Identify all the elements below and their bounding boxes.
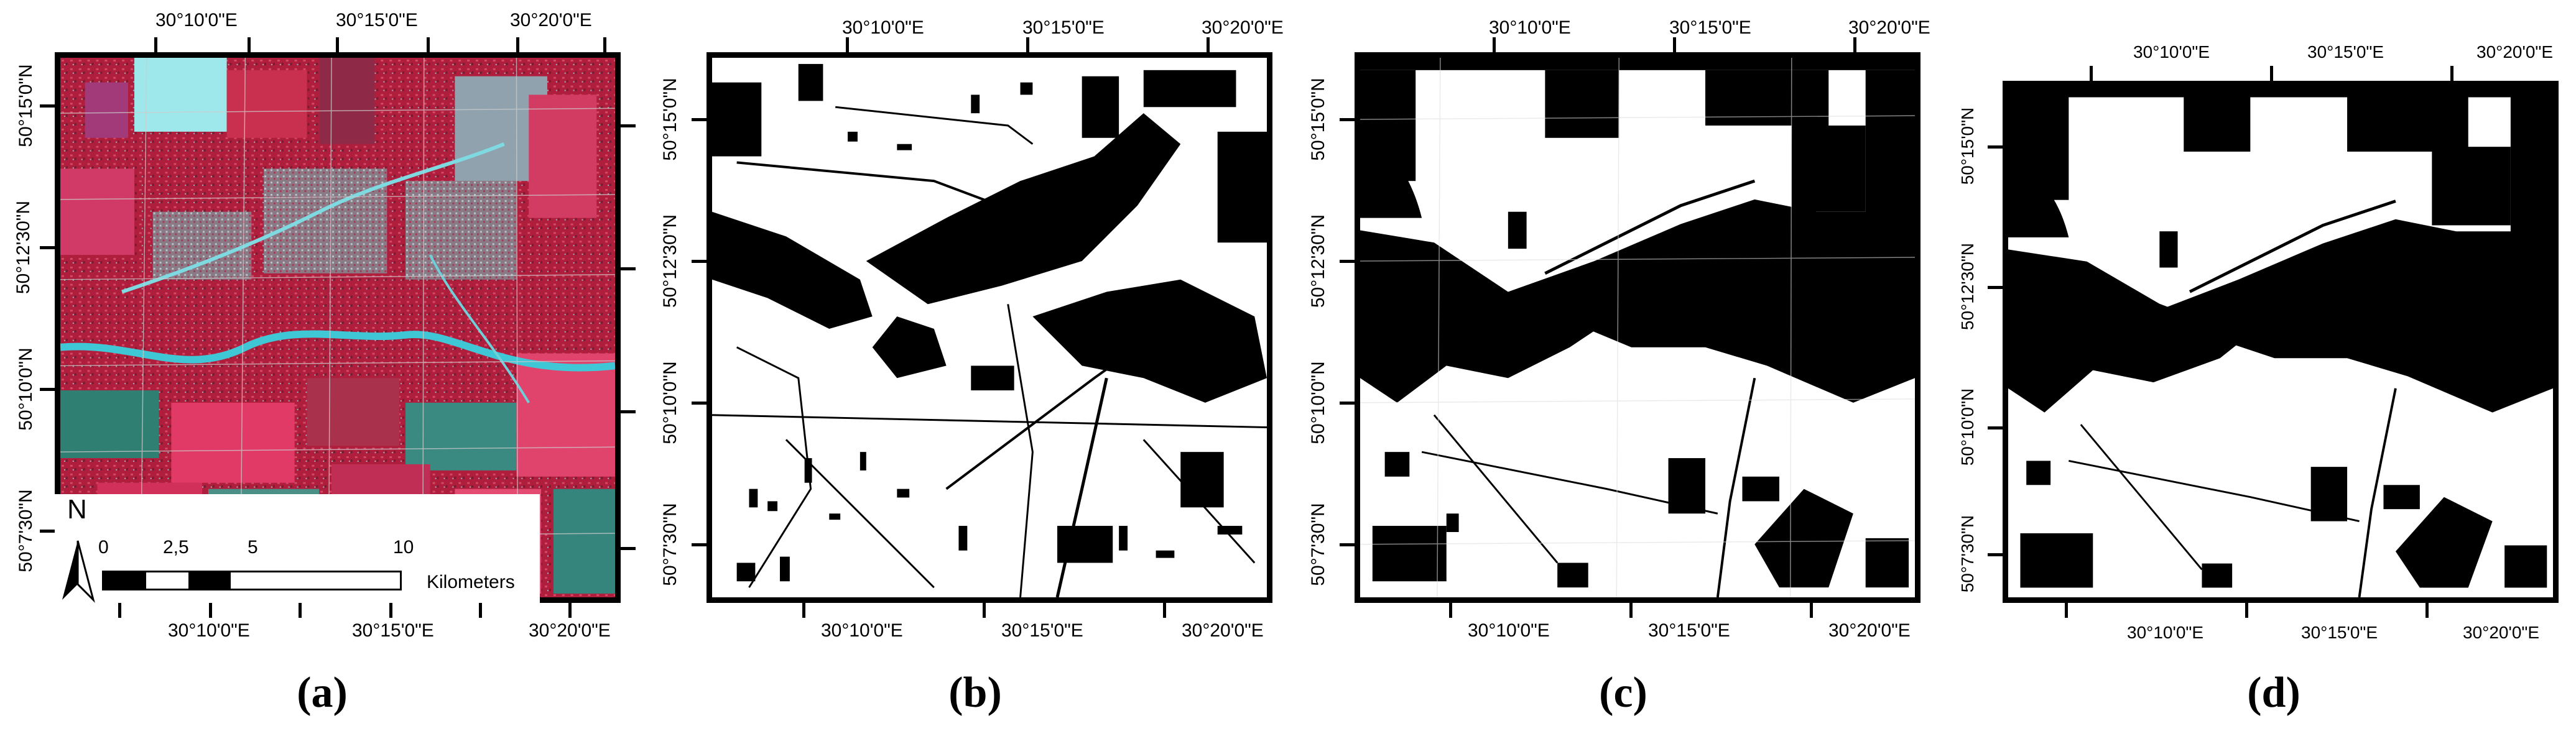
- scale-tick-label: 2,5: [163, 537, 189, 558]
- left-y-label: 50°12'30"N: [1308, 214, 1328, 308]
- north-label: N: [67, 494, 87, 525]
- bottom-x-label: 30°15'0"E: [1001, 620, 1083, 641]
- left-y-label: 50°7'30"N: [1308, 503, 1328, 586]
- left-y-label: 50°7'30"N: [1958, 515, 1977, 593]
- top-x-label: 30°15'0"E: [1022, 17, 1105, 38]
- left-y-label: 50°12'30"N: [1958, 242, 1977, 331]
- scale-unit: Kilometers: [427, 572, 515, 592]
- top-x-label: 30°15'0"E: [2307, 42, 2384, 62]
- left-y-label: 50°15'0"N: [1308, 78, 1328, 161]
- bottom-x-label: 30°15'0"E: [2301, 623, 2378, 642]
- top-x-label: 30°15'0"E: [1669, 17, 1751, 38]
- north-arrow-icon: [62, 540, 95, 603]
- left-y-label: 50°10'0"N: [660, 361, 680, 444]
- left-y-label: 50°7'30"N: [16, 489, 36, 572]
- panel-caption: (d): [2247, 669, 2300, 717]
- top-x-label: 30°10'0"E: [842, 17, 924, 38]
- bottom-x-label: 30°10'0"E: [1468, 620, 1550, 641]
- left-y-label: 50°15'0"N: [16, 64, 36, 147]
- top-x-label: 30°10'0"E: [1489, 17, 1571, 38]
- panel-caption: (b): [948, 669, 1002, 717]
- bottom-x-label: 30°20'0"E: [529, 620, 611, 641]
- left-y-label: 50°7'30"N: [660, 503, 680, 586]
- left-y-label: 50°15'0"N: [660, 78, 680, 161]
- top-x-label: 30°20'0"E: [2476, 42, 2554, 62]
- panel-caption: (a): [297, 669, 348, 717]
- top-x-label: 30°20'0"E: [510, 10, 592, 30]
- scale-tick-label: 0: [98, 537, 109, 558]
- classification-map: [2003, 81, 2559, 603]
- bottom-x-label: 30°20'0"E: [2463, 623, 2540, 642]
- bottom-x-label: 30°15'0"E: [1648, 620, 1730, 641]
- left-y-label: 50°10'0"N: [1958, 388, 1977, 466]
- bottom-x-label: 30°15'0"E: [352, 620, 434, 641]
- left-y-label: 50°15'0"N: [1958, 107, 1977, 185]
- left-y-label: 50°10'0"N: [16, 347, 36, 431]
- bottom-x-label: 30°10'0"E: [2127, 623, 2204, 642]
- binary-map-smoothed: [1360, 58, 1915, 597]
- top-x-label: 30°15'0"E: [336, 10, 418, 30]
- left-y-label: 50°12'30"N: [13, 200, 34, 295]
- left-y-label: 50°10'0"N: [1308, 361, 1328, 444]
- binary-map-fine: [712, 58, 1267, 597]
- panel-c: 30°10'0"E 30°15'0"E 30°20'0"E 30°10'0"E …: [1294, 0, 1934, 744]
- bottom-x-label: 30°10'0"E: [821, 620, 903, 641]
- bottom-x-label: 30°20'0"E: [1828, 620, 1911, 641]
- bottom-x-label: 30°10'0"E: [168, 620, 250, 641]
- top-x-label: 30°20'0"E: [1848, 17, 1930, 38]
- top-x-label: 30°10'0"E: [155, 10, 238, 30]
- left-y-label: 50°12'30"N: [660, 214, 680, 308]
- classification-map: [1355, 52, 1920, 603]
- top-x-label: 30°10'0"E: [2133, 42, 2210, 62]
- scale-tick-label: 5: [248, 537, 258, 558]
- panel-a: 30°10'0"E 30°15'0"E 30°20'0"E 30°10'0"E …: [0, 0, 641, 744]
- panel-b: 30°10'0"E 30°15'0"E 30°20'0"E 30°10'0"E …: [647, 0, 1287, 744]
- binary-map-reference: [2008, 86, 2553, 597]
- scale-tick-label: 10: [393, 537, 414, 558]
- classification-map: [707, 52, 1272, 603]
- bottom-x-label: 30°20'0"E: [1182, 620, 1264, 641]
- panel-d: 30°10'0"E 30°15'0"E 30°20'0"E 30°10'0"E …: [1940, 0, 2576, 744]
- top-x-label: 30°20'0"E: [1202, 17, 1284, 38]
- scale-bar: [102, 571, 402, 590]
- panel-caption: (c): [1599, 669, 1647, 717]
